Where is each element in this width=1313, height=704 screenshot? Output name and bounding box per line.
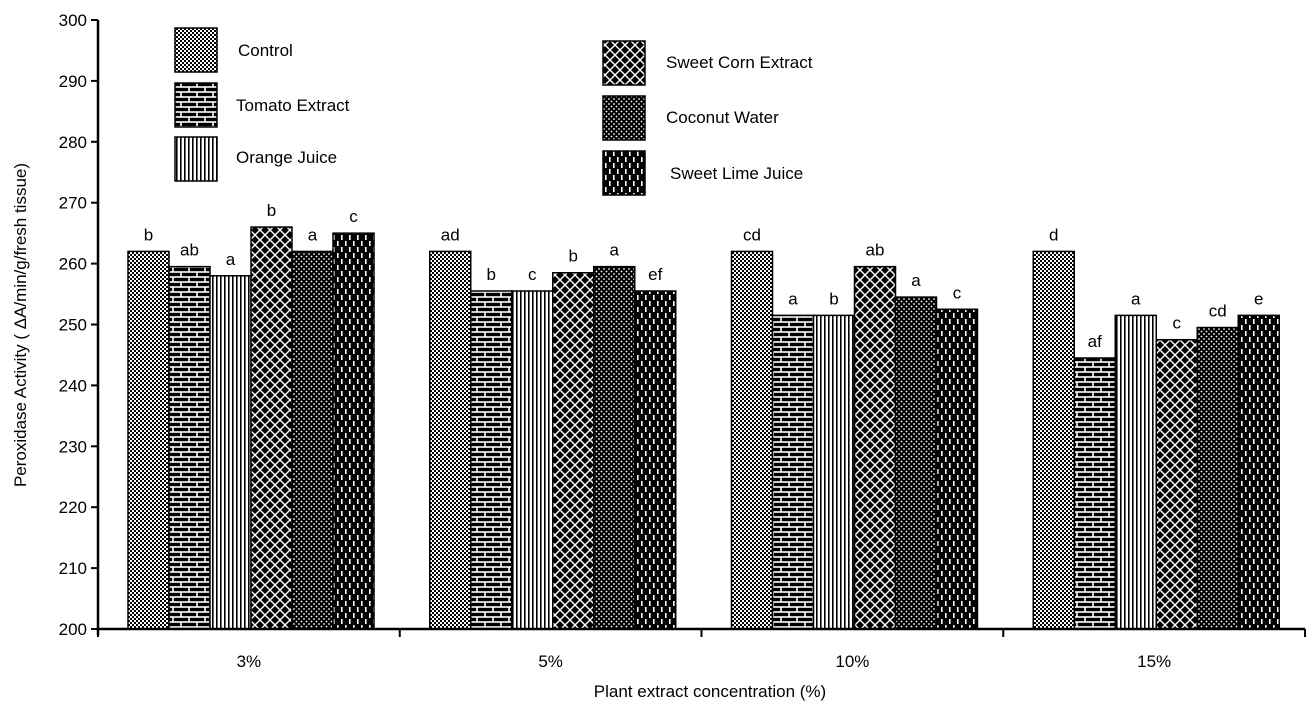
bar-control-5 [429,250,472,630]
bar-coconut-water-10 [894,296,938,630]
data-label-sweet-lime-juice-10: c [953,283,962,302]
y-tick-label: 220 [59,498,87,517]
data-label-sweet-lime-juice-15: e [1254,289,1263,308]
data-label-orange-juice-3: a [226,250,236,269]
y-tick-label: 210 [59,559,87,578]
bar-orange-juice-15 [1114,314,1157,630]
data-label-tomato-extract-10: a [788,289,798,308]
bar-control-15 [1032,250,1075,630]
y-tick-label: 260 [59,255,87,274]
bar-tomato-extract-15 [1073,357,1116,630]
data-label-orange-juice-10: b [829,289,838,308]
axes: 200 210 220 230 240 250 260 270 280 290 300 3% 5% 10%… [59,11,1306,671]
data-label-coconut-water-5: a [610,241,620,260]
legend-swatch-coconut-water [602,95,646,141]
x-axis-title: Plant extract concentration (%) [594,682,826,701]
y-axis-title: Peroxidase Activity ( ΔA/min/g/fresh tis… [11,163,30,487]
bar-sweet-corn-extract-10 [853,265,897,630]
legend-swatch-sweet-corn-extract [602,40,646,86]
data-label-sweet-corn-extract-5: b [569,247,578,266]
bar-sweet-corn-extract-15 [1155,338,1198,630]
legend-label-sweet-lime-juice: Sweet Lime Juice [670,164,803,183]
legend-label-coconut-water: Coconut Water [666,108,779,127]
bar-sweet-lime-juice-10 [935,308,979,630]
bar-orange-juice-5 [511,290,554,630]
y-tick-label: 270 [59,194,87,213]
data-label-control-15: d [1049,225,1058,244]
legend-label-orange-juice: Orange Juice [236,148,337,167]
data-label-orange-juice-15: a [1131,289,1141,308]
data-label-tomato-extract-5: b [487,265,496,284]
bar-control-3 [127,250,170,630]
data-label-sweet-lime-juice-3: c [349,207,358,226]
x-tick-label-10: 10% [835,652,869,671]
legend-label-control: Control [238,41,293,60]
bar-coconut-water-15 [1196,326,1239,630]
y-tick-label: 290 [59,72,87,91]
bar-orange-juice-3 [209,275,252,630]
bar-sweet-lime-juice-3 [332,232,375,630]
bar-tomato-extract-3 [168,265,211,630]
x-tick-label-15: 15% [1137,652,1171,671]
data-label-control-10: cd [743,225,761,244]
bar-tomato-extract-5 [470,290,513,630]
legend-swatch-tomato-extract [174,82,218,128]
x-tick-label-3: 3% [237,652,262,671]
data-label-tomato-extract-15: af [1088,332,1102,351]
data-label-orange-juice-5: c [528,265,537,284]
bar-sweet-lime-juice-15 [1237,314,1280,630]
legend-swatch-orange-juice [174,136,218,182]
bar-sweet-corn-extract-5 [552,271,595,630]
bar-coconut-water-3 [291,250,334,630]
data-label-coconut-water-10: a [911,271,921,290]
bar-coconut-water-5 [593,265,636,630]
data-label-sweet-corn-extract-3: b [267,201,276,220]
y-tick-label: 280 [59,133,87,152]
bar-tomato-extract-10 [771,314,815,630]
data-label-coconut-water-3: a [308,225,318,244]
y-tick-label: 250 [59,316,87,335]
y-tick-label: 200 [59,620,87,639]
y-tick-label: 300 [59,11,87,30]
legend-swatch-sweet-lime-juice [602,150,646,196]
y-tick-label: 230 [59,437,87,456]
x-tick-label-5: 5% [538,652,563,671]
legend: Control Tomato Extract Orange Juice Sweet C… [174,27,813,196]
data-label-sweet-corn-extract-15: c [1173,314,1182,333]
legend-swatch-control [174,27,218,73]
data-label-control-3: b [144,225,153,244]
y-tick-label: 240 [59,376,87,395]
bar-orange-juice-10 [812,314,856,630]
data-label-tomato-extract-3: ab [180,241,199,260]
bar-sweet-corn-extract-3 [250,226,293,630]
bars [127,226,1280,630]
data-label-coconut-water-15: cd [1209,302,1227,321]
bar-control-10 [730,250,774,630]
legend-label-tomato-extract: Tomato Extract [236,96,350,115]
legend-label-sweet-corn-extract: Sweet Corn Extract [666,53,813,72]
data-label-sweet-corn-extract-10: ab [866,241,885,260]
bar-sweet-lime-juice-5 [634,290,677,630]
data-label-sweet-lime-juice-5: ef [648,265,662,284]
data-label-control-5: ad [441,225,460,244]
